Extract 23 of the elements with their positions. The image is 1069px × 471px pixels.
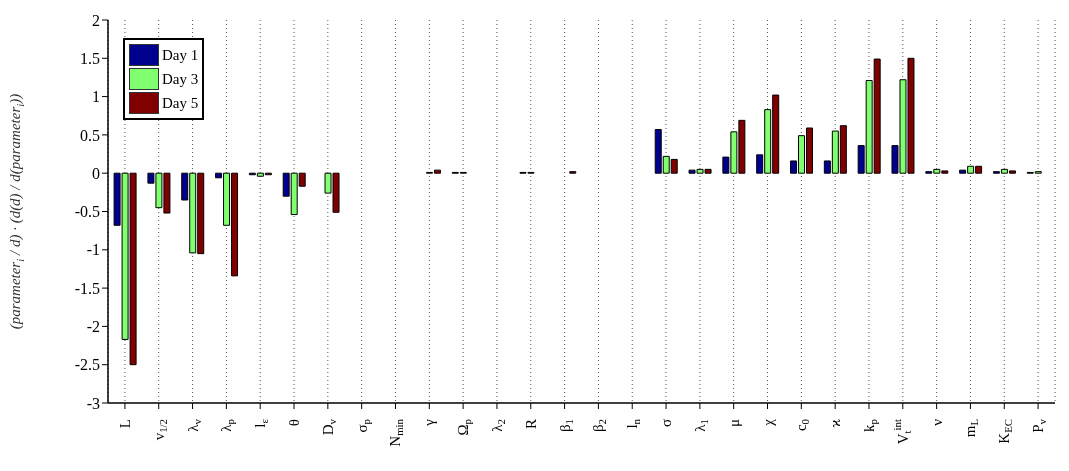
legend-label: Day 1 [162,46,199,64]
y-tick-label: 1 [92,88,100,106]
y-tick-label: -1.5 [74,279,100,297]
y-tick-label: -3 [86,394,100,412]
y-tick-label: -2 [86,318,100,336]
x-tick-label: ν [928,418,945,426]
y-tick-label: -0.5 [74,203,100,221]
y-tick-label: 1.5 [80,49,100,67]
x-tick-label: σ [658,419,675,428]
x-tick-label: χ [759,418,776,427]
x-tick-label: θ [286,419,303,427]
x-tick-label: L [116,419,133,429]
y-tick-label: -1 [86,241,100,259]
x-tick-label: ϰ [827,418,844,428]
y-tick-label: 0.5 [80,126,100,144]
x-tick-label: μ [725,419,742,428]
y-tick-label: -2.5 [74,356,100,374]
x-tick-label: R [522,419,539,430]
y-tick-label: 2 [92,11,100,29]
x-tick-label: γ [421,418,438,427]
legend-label: Day 5 [162,94,199,112]
legend-label: Day 3 [162,70,199,88]
y-tick-label: 0 [92,164,100,182]
